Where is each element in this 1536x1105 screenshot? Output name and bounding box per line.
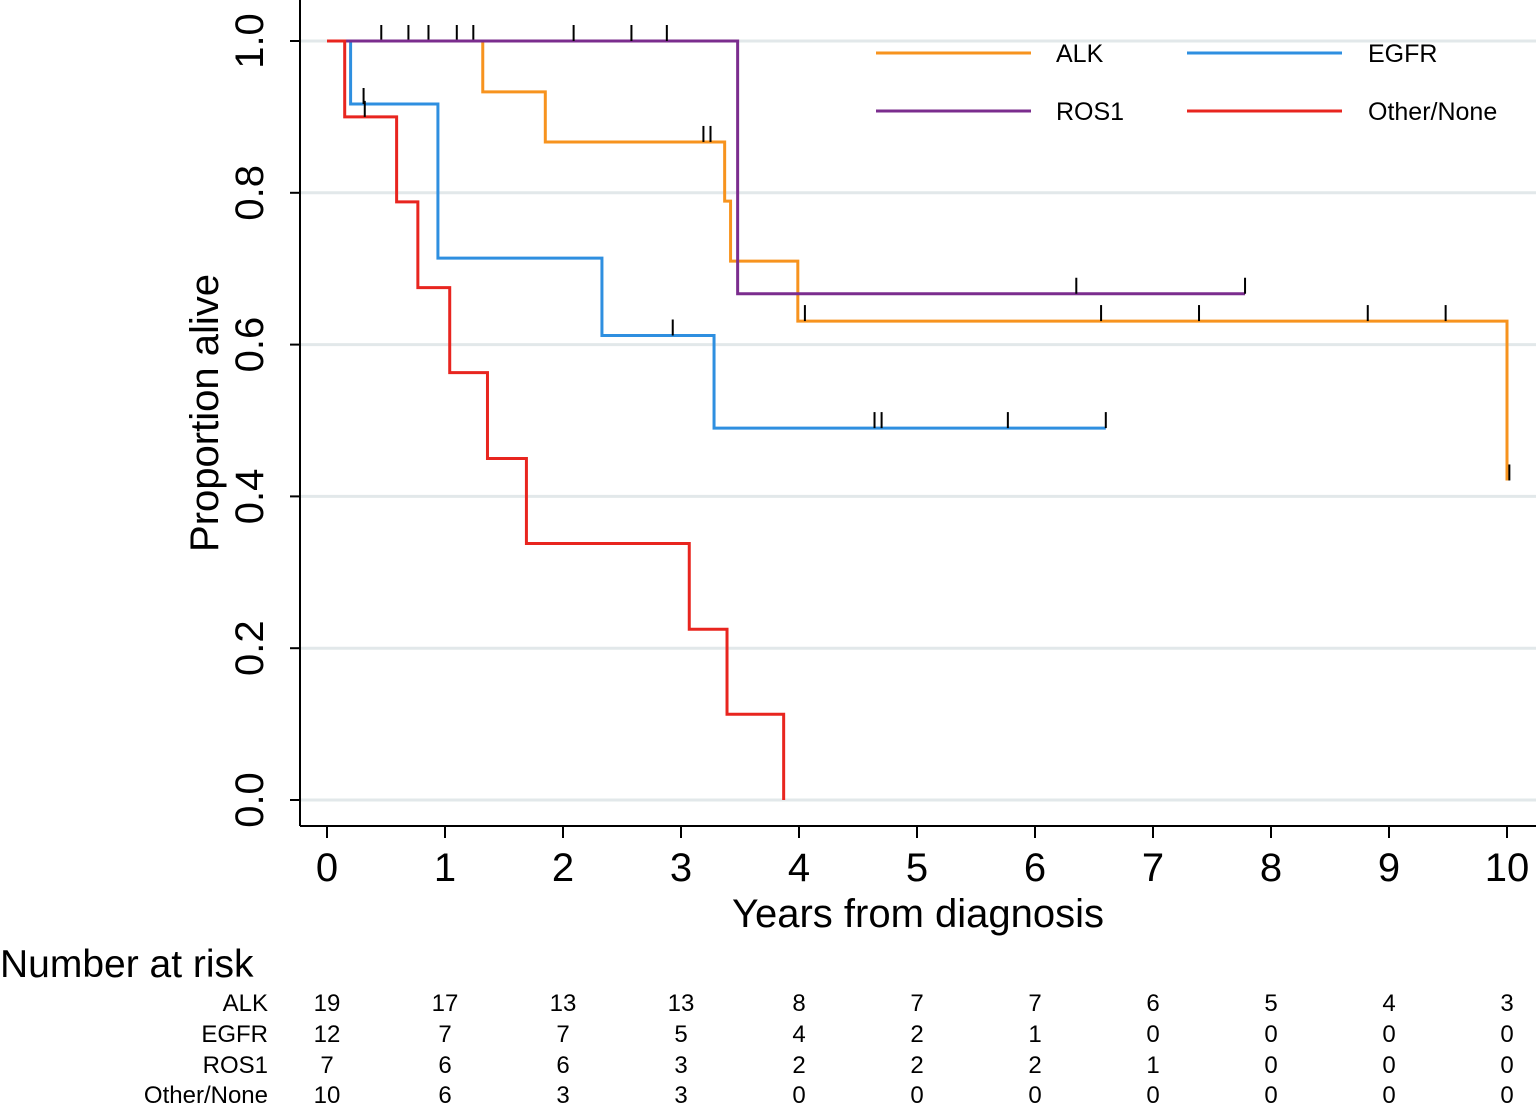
risk-count: 0 — [1264, 1021, 1277, 1048]
axes — [299, 0, 1536, 827]
x-tick-label: 6 — [1024, 846, 1046, 890]
series-line-egfr — [327, 39, 1106, 430]
risk-count: 3 — [674, 1082, 687, 1105]
risk-count: 10 — [314, 1082, 341, 1105]
risk-count: 7 — [556, 1021, 569, 1048]
x-tick-label: 10 — [1485, 846, 1530, 890]
risk-count: 13 — [550, 990, 577, 1017]
risk-count: 13 — [668, 990, 695, 1017]
x-tick-label: 2 — [552, 846, 574, 890]
risk-row-label: EGFR — [201, 1021, 268, 1048]
x-ticks: 0 1 2 3 4 5 6 7 8 9 10 — [316, 826, 1529, 890]
risk-count: 1 — [1146, 1052, 1159, 1079]
risk-count: 0 — [1146, 1082, 1159, 1105]
legend-label: Other/None — [1368, 98, 1497, 126]
risk-count: 6 — [438, 1082, 451, 1105]
risk-count: 2 — [1028, 1052, 1041, 1079]
risk-count: 0 — [1500, 1082, 1513, 1105]
series-line-other-none — [327, 39, 786, 800]
risk-count: 12 — [314, 1021, 341, 1048]
legend-label: EGFR — [1368, 40, 1437, 68]
risk-count: 7 — [438, 1021, 451, 1048]
y-tick-label: 0.8 — [228, 165, 272, 221]
risk-count: 5 — [674, 1021, 687, 1048]
legend-label: ALK — [1056, 40, 1104, 68]
risk-count: 0 — [1382, 1021, 1395, 1048]
x-tick-label: 9 — [1378, 846, 1400, 890]
x-axis-title: Years from diagnosis — [732, 892, 1104, 936]
x-tick-label: 0 — [316, 846, 338, 890]
gridlines — [300, 39, 1536, 802]
x-tick-label: 4 — [788, 846, 810, 890]
risk-count: 4 — [792, 1021, 805, 1048]
risk-count: 1 — [1028, 1021, 1041, 1048]
risk-count: 0 — [910, 1082, 923, 1105]
risk-count: 2 — [792, 1052, 805, 1079]
risk-count: 0 — [1382, 1052, 1395, 1079]
risk-count: 6 — [1146, 990, 1159, 1017]
risk-count: 0 — [1146, 1021, 1159, 1048]
risk-count: 7 — [910, 990, 923, 1017]
risk-count: 2 — [910, 1052, 923, 1079]
risk-row-label: ALK — [223, 990, 268, 1017]
y-tick-label: 0.2 — [228, 620, 272, 676]
risk-count: 0 — [1500, 1021, 1513, 1048]
risk-count: 5 — [1264, 990, 1277, 1017]
series-line-ros1 — [327, 39, 1246, 296]
risk-count: 0 — [1028, 1082, 1041, 1105]
y-axis-title: Proportion alive — [183, 274, 227, 552]
y-tick-label: 0.6 — [228, 317, 272, 373]
risk-count: 0 — [1264, 1082, 1277, 1105]
risk-count: 19 — [314, 990, 341, 1017]
y-tick-label: 0.4 — [228, 469, 272, 525]
y-tick-label: 0.0 — [228, 772, 272, 828]
legend-label: ROS1 — [1056, 98, 1124, 126]
series-line-alk — [327, 39, 1509, 481]
survival-curves — [327, 25, 1511, 800]
risk-table-title: Number at risk — [0, 943, 254, 986]
risk-count: 0 — [792, 1082, 805, 1105]
risk-count: 3 — [674, 1052, 687, 1079]
risk-count: 6 — [438, 1052, 451, 1079]
x-tick-label: 5 — [906, 846, 928, 890]
y-ticks: 0.0 0.2 0.4 0.6 0.8 1.0 — [228, 13, 300, 828]
x-tick-label: 8 — [1260, 846, 1282, 890]
risk-count: 8 — [792, 990, 805, 1017]
x-tick-label: 7 — [1142, 846, 1164, 890]
risk-count: 17 — [432, 990, 459, 1017]
risk-row-label: Other/None — [144, 1082, 268, 1105]
risk-count: 6 — [556, 1052, 569, 1079]
risk-count: 7 — [1028, 990, 1041, 1017]
risk-row-label: ROS1 — [203, 1052, 268, 1079]
risk-count: 0 — [1500, 1052, 1513, 1079]
risk-count: 4 — [1382, 990, 1395, 1017]
legend: ALK EGFR ROS1 Other/None — [876, 40, 1497, 126]
x-tick-label: 3 — [670, 846, 692, 890]
x-tick-label: 1 — [434, 846, 456, 890]
risk-count: 3 — [1500, 990, 1513, 1017]
risk-count: 0 — [1382, 1082, 1395, 1105]
risk-count: 2 — [910, 1021, 923, 1048]
risk-count: 3 — [556, 1082, 569, 1105]
y-tick-label: 1.0 — [228, 13, 272, 69]
risk-count: 7 — [320, 1052, 333, 1079]
risk-count: 0 — [1264, 1052, 1277, 1079]
